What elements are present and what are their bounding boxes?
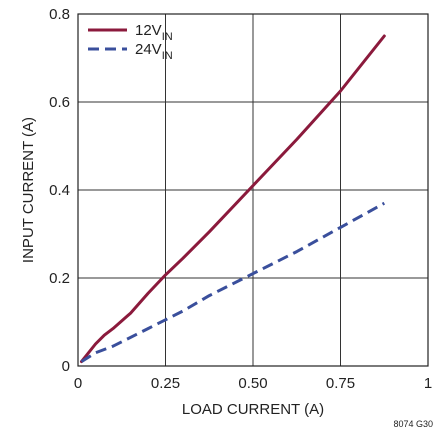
y-tick-label: 0.2 <box>49 270 70 287</box>
x-tick-label: 1 <box>424 375 432 392</box>
figure-id: 8074 G30 <box>393 419 433 429</box>
y-axis-label: INPUT CURRENT (A) <box>20 117 37 263</box>
legend-label-24vin: 24VIN <box>135 41 173 62</box>
y-tick-label: 0.4 <box>49 182 70 199</box>
x-axis-label: LOAD CURRENT (A) <box>182 401 324 418</box>
legend-label-12vin: 12VIN <box>135 22 173 43</box>
x-tick-label: 0 <box>74 375 82 392</box>
plot-frame <box>77 13 429 367</box>
x-tick-label: 0.50 <box>238 375 267 392</box>
series-line-24vin <box>80 201 386 363</box>
y-tick-label: 0 <box>62 358 70 375</box>
x-tick-label: 0.25 <box>151 375 180 392</box>
grid <box>78 14 428 366</box>
series-line-12vin <box>80 34 386 364</box>
y-tick-label: 0.6 <box>49 94 70 111</box>
legend: 12VIN 24VIN <box>88 22 173 62</box>
x-tick-label: 0.75 <box>326 375 355 392</box>
series-lines <box>80 34 386 364</box>
y-tick-label: 0.8 <box>49 6 70 23</box>
tick-labels: 0 0.25 0.50 0.75 1 0 0.2 0.4 0.6 0.8 <box>49 6 432 392</box>
